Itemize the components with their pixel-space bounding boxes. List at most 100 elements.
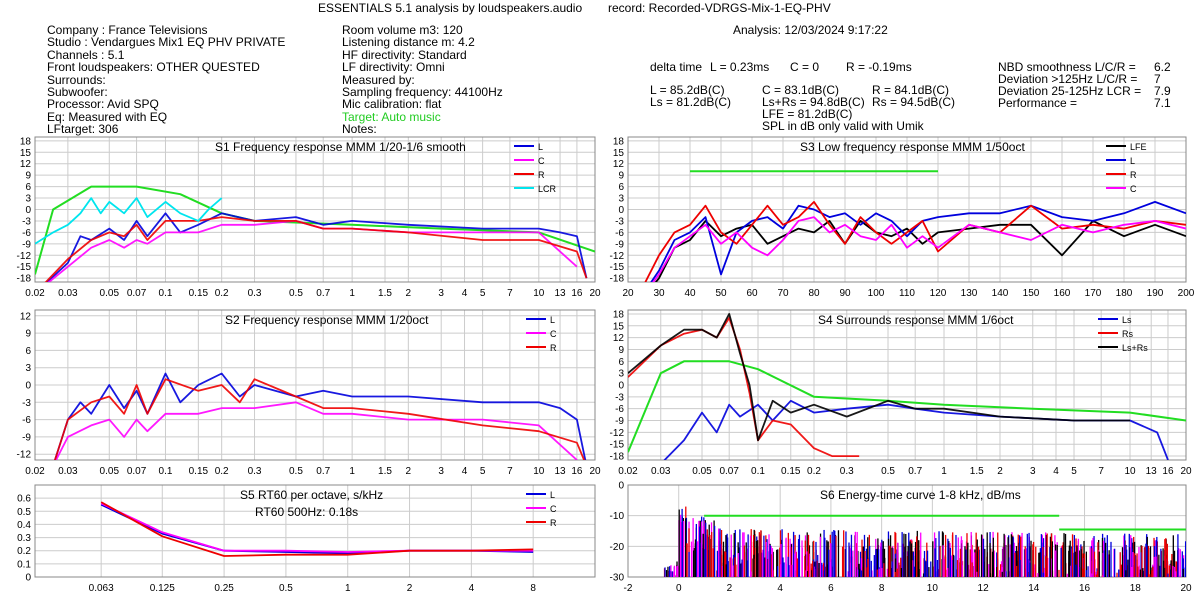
chart-legend: Ls Rs Ls+Rs: [1098, 315, 1148, 353]
y-tick-label: 3: [25, 363, 31, 374]
y-tick-label: 0: [618, 381, 624, 392]
x-tick-label: 4: [1053, 466, 1059, 477]
x-tick-label: 0.063: [89, 583, 114, 594]
x-tick-label: 5: [480, 288, 486, 299]
legend-label: LFE: [1130, 142, 1147, 152]
y-tick-label: 15: [613, 148, 625, 159]
y-tick-label: 9: [618, 171, 624, 182]
series-line-c: [55, 401, 578, 460]
x-tick-label: 1.5: [378, 466, 392, 477]
info-left-line: Studio : Vendargues Mix1 EQ PHV PRIVATE: [47, 35, 286, 50]
legend-label: C: [550, 504, 557, 514]
y-tick-label: 0.6: [17, 494, 31, 505]
delta-l: L = 0.23ms: [710, 60, 770, 74]
x-tick-label: 13: [555, 288, 567, 299]
info-left-line: LFtarget: 306: [47, 122, 119, 137]
y-tick-label: 18: [613, 136, 625, 147]
x-tick-label: 0.15: [781, 466, 801, 477]
x-tick-label: 5: [1071, 466, 1077, 477]
metric-value: 6.2: [1154, 60, 1171, 74]
x-tick-label: 60: [746, 288, 758, 299]
chart-title: S2 Frequency response MMM 1/20oct: [225, 313, 429, 327]
x-tick-label: 0.05: [692, 466, 712, 477]
chart-legend: LCR: [526, 315, 557, 353]
info-mid-line: Mic calibration: flat: [342, 97, 442, 112]
spl-ls: Ls = 81.2dB(C): [650, 95, 732, 109]
x-tick-label: 2: [406, 466, 412, 477]
y-tick-label: 0.1: [17, 559, 31, 570]
y-tick-label: -9: [22, 239, 31, 250]
y-tick-label: -12: [610, 428, 625, 439]
x-tick-label: 0.1: [159, 288, 173, 299]
y-tick-label: -15: [17, 262, 32, 273]
x-tick-label: 50: [715, 288, 727, 299]
chart-legend: LFE LRC: [1106, 142, 1147, 194]
plot-area: [628, 312, 1186, 460]
x-tick-label: -2: [624, 583, 633, 594]
y-tick-label: -3: [615, 392, 624, 403]
info-mid-line: Listening distance m: 4.2: [342, 35, 475, 50]
legend-label: R: [538, 170, 545, 180]
legend-label: L: [538, 142, 543, 152]
x-tick-label: 0.03: [651, 466, 671, 477]
y-tick-label: 9: [25, 171, 31, 182]
spl-ls-rs: Ls+Rs = 94.8dB(C): [762, 95, 865, 109]
x-tick-label: 1: [349, 288, 355, 299]
delta-r: R = -0.19ms: [846, 60, 912, 74]
x-tick-label: 0.3: [840, 466, 854, 477]
y-tick-label: -18: [610, 452, 625, 463]
y-tick-label: 6: [618, 182, 624, 193]
series-line-ls-rs: [628, 312, 1130, 442]
spl-lfe: LFE = 81.2dB(C): [762, 107, 853, 121]
x-tick-label: 0.5: [289, 466, 303, 477]
x-tick-label: 0.5: [279, 583, 293, 594]
chart-title: S6 Energy-time curve 1-8 kHz, dB/ms: [820, 488, 1021, 502]
x-tick-label: 14: [1028, 583, 1040, 594]
y-tick-label: 6: [25, 182, 31, 193]
analysis-timestamp: Analysis: 12/03/2024 9:17:22: [733, 23, 888, 37]
legend-label: C: [1130, 184, 1137, 194]
metric-value: 7: [1154, 72, 1161, 86]
y-tick-label: 3: [25, 194, 31, 205]
info-left-line: Processor: Avid SPQ: [47, 97, 159, 112]
info-left-line: Subwoofer:: [47, 84, 108, 99]
y-tick-label: -18: [610, 274, 625, 285]
y-tick-label: 3: [618, 369, 624, 380]
y-tick-label: -10: [610, 511, 625, 522]
x-tick-label: 150: [1023, 288, 1040, 299]
y-tick-label: 12: [613, 159, 625, 170]
x-tick-label: 90: [839, 288, 851, 299]
x-tick-label: 0.05: [100, 466, 120, 477]
x-tick-label: 130: [961, 288, 978, 299]
x-tick-label: 10: [533, 466, 545, 477]
series-line-target: [628, 360, 1186, 453]
y-tick-label: 18: [613, 309, 625, 320]
info-mid: Room volume m3: 120 Listening distance m…: [342, 24, 503, 136]
x-tick-label: 6: [828, 583, 834, 594]
x-tick-label: 0.1: [751, 466, 765, 477]
x-tick-label: 0.125: [150, 583, 175, 594]
chart-legend: LCR: [526, 490, 557, 528]
metric-label: Deviation >125Hz L/C/R =: [998, 72, 1138, 86]
x-tick-label: 0.7: [908, 466, 922, 477]
x-tick-label: 3: [1030, 466, 1036, 477]
y-tick-label: 0.4: [17, 520, 31, 531]
chart-grid: [34, 137, 596, 282]
x-tick-label: 16: [1162, 466, 1174, 477]
legend-label: Ls+Rs: [1122, 343, 1148, 353]
x-tick-label: 2: [407, 583, 413, 594]
x-tick-label: 2: [997, 466, 1003, 477]
chart-legend: LCR LCR: [514, 142, 557, 194]
plot-frame: [627, 309, 1187, 461]
series-line-c: [652, 216, 1186, 282]
chart-title: S1 Frequency response MMM 1/20-1/6 smoot…: [215, 140, 466, 154]
info-mid-line: Room volume m3: 120: [342, 23, 463, 37]
x-tick-label: 0.2: [215, 466, 229, 477]
x-tick-label: 0.15: [189, 288, 209, 299]
x-tick-label: 0: [676, 583, 682, 594]
x-tick-label: 0.2: [215, 288, 229, 299]
x-tick-label: 1: [345, 583, 351, 594]
y-tick-label: 0: [25, 381, 31, 392]
y-tick-label: -6: [615, 228, 624, 239]
